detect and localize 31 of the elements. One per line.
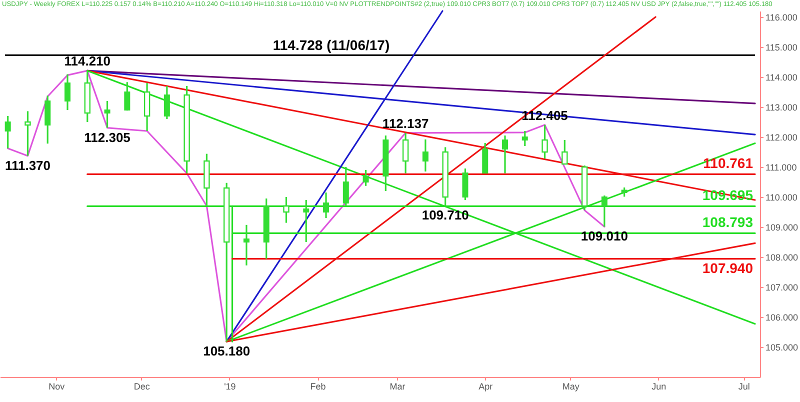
y-tick-label: 111.000 <box>766 162 797 172</box>
x-tick-label: May <box>562 382 580 392</box>
series-label: 110.761 <box>703 155 754 172</box>
x-tick-label: Feb <box>310 382 326 392</box>
annotation: 114.210 <box>64 54 111 69</box>
x-tick-label: '19 <box>224 382 236 392</box>
annotation: 109.710 <box>422 208 469 223</box>
series-label: 108.793 <box>702 214 754 230</box>
y-tick-label: 107.000 <box>766 282 798 292</box>
annotation: 112.305 <box>84 130 130 145</box>
y-tick-label: 105.000 <box>766 342 798 352</box>
ref-line-label: 114.728 (11/06/17) <box>272 37 390 54</box>
annotation: 112.137 <box>382 116 429 131</box>
x-tick-label: Nov <box>48 382 66 392</box>
y-tick-label: 113.000 <box>766 102 798 112</box>
annotation: 111.370 <box>4 158 51 173</box>
y-tick-label: 110.000 <box>766 192 798 202</box>
y-tick-label: 109.000 <box>766 222 798 232</box>
y-tick-label: 108.000 <box>766 252 798 262</box>
x-tick-label: Dec <box>134 382 150 392</box>
series-label: 107.940 <box>702 260 754 276</box>
y-tick-label: 112.000 <box>766 132 798 142</box>
y-tick-label: 115.000 <box>766 42 798 52</box>
y-tick-label: 106.000 <box>766 312 798 322</box>
x-tick-label: Apr <box>478 382 493 392</box>
x-tick-label: Mar <box>390 382 406 392</box>
y-tick-label: 116.000 <box>766 12 798 22</box>
annotation: 105.180 <box>203 344 250 359</box>
x-tick-label: Jul <box>738 382 750 392</box>
x-tick-label: Jun <box>652 382 666 392</box>
y-tick-label: 114.000 <box>766 72 798 82</box>
